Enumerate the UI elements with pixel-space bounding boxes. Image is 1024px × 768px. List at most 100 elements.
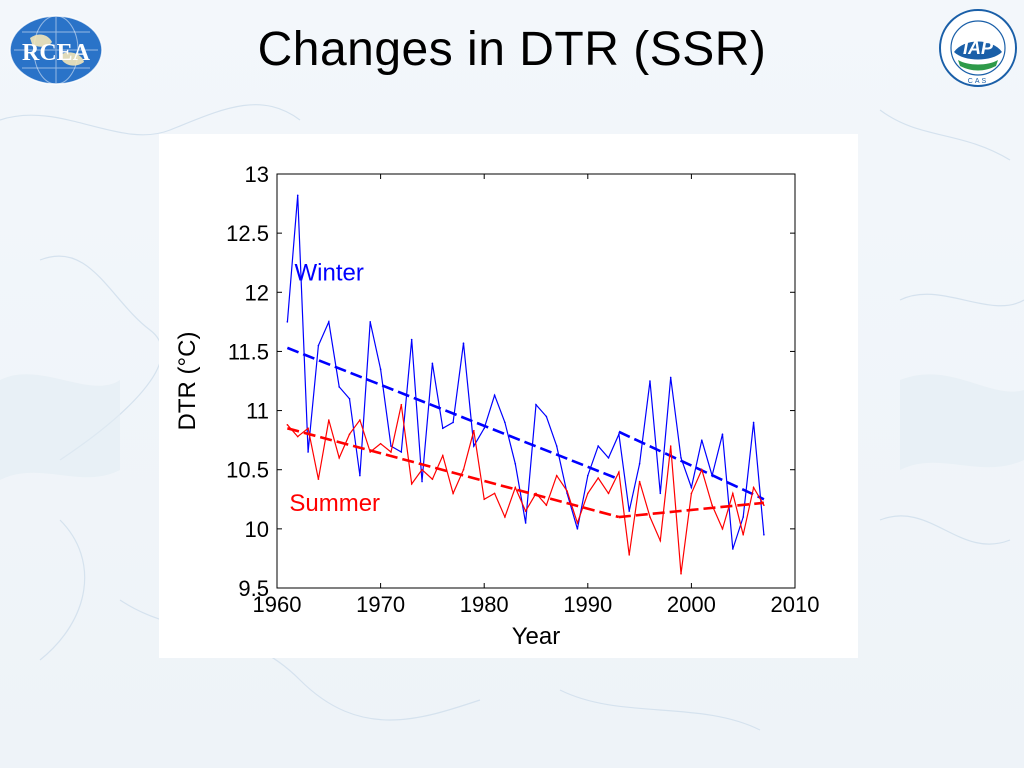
winter-data-point [296, 194, 299, 197]
iap-cas-logo-icon: IAP CAS [939, 9, 1017, 87]
x-tick-label: 2000 [667, 592, 716, 617]
winter-annotation: Winter [295, 259, 364, 286]
x-tick-label: 1970 [356, 592, 405, 617]
summer-data-point [462, 468, 465, 471]
winter-data-point [638, 463, 641, 465]
winter-data-point [473, 445, 475, 447]
summer-data-point [483, 498, 486, 501]
winter-data-point [431, 362, 434, 365]
summer-data-point [649, 516, 651, 518]
winter-data-point [400, 451, 403, 453]
dtr-chart: 1960 1970 1980 1990 2000 2010 9.5 10 10.5 11 11.5 1… [174, 162, 820, 650]
winter-data-point [328, 321, 330, 323]
summer-data-point [441, 454, 444, 457]
winter-data-point [338, 386, 340, 388]
winter-data-point [659, 492, 662, 495]
y-tick-label: 11.5 [228, 339, 269, 364]
winter-data-point [514, 463, 517, 465]
winter-data-point [483, 427, 486, 430]
winter-data-point [379, 368, 382, 370]
winter-data-point [307, 451, 309, 453]
summer-data-point [317, 478, 320, 480]
summer-data-point [638, 480, 641, 483]
x-tick-label: 1990 [563, 592, 612, 617]
summer-data-point [763, 504, 765, 507]
chart-panel: 1960 1970 1980 1990 2000 2010 9.5 10 10.5 11 11.5 1… [159, 134, 858, 658]
winter-data-point [421, 480, 423, 483]
summer-data-point [607, 492, 610, 495]
winter-trend-line [618, 430, 765, 501]
winter-data-point [669, 376, 672, 379]
winter-data-point [628, 510, 631, 512]
winter-data-point [524, 522, 527, 524]
winter-data-point [452, 421, 454, 424]
summer-data-point [348, 433, 351, 436]
summer-data-point [524, 510, 527, 512]
slide-title: Changes in DTR (SSR) [257, 23, 767, 76]
winter-data-point [555, 445, 558, 447]
summer-data-point [473, 429, 475, 432]
summer-data-point [359, 419, 361, 421]
summer-data-point [493, 492, 496, 495]
x-tick-label: 1980 [460, 592, 509, 617]
summer-data-point [690, 492, 693, 495]
y-tick-label: 13 [245, 162, 269, 187]
summer-data-point [421, 468, 423, 471]
winter-data-point [690, 486, 693, 489]
summer-data-point [680, 573, 682, 575]
winter-trend-line [286, 346, 620, 481]
summer-data-point [700, 468, 703, 471]
summer-data-point [732, 492, 734, 495]
winter-data-point [732, 548, 734, 550]
summer-data-point [555, 474, 558, 477]
winter-data-point [721, 433, 724, 436]
summer-data-point [514, 486, 517, 489]
cas-logo-text: CAS [968, 78, 988, 85]
summer-data-point [286, 423, 289, 426]
summer-data-point [338, 457, 340, 459]
winter-data-point [763, 533, 765, 536]
winter-data-point [742, 516, 744, 518]
winter-data-point [618, 433, 620, 436]
summer-data-point [452, 492, 454, 495]
summer-data-point [628, 554, 631, 556]
winter-data-point [410, 338, 413, 341]
summer-data-point [307, 427, 309, 430]
winter-data-point [348, 397, 351, 400]
summer-data-point [587, 492, 589, 495]
winter-data-point [649, 380, 651, 382]
winter-data-point [493, 394, 496, 396]
winter-data-point [359, 474, 361, 477]
winter-data-point [752, 421, 755, 424]
summer-data-point [390, 451, 392, 453]
summer-data-point [545, 504, 548, 507]
iap-logo-text: IAP [963, 38, 994, 58]
y-tick-label: 12 [245, 280, 269, 305]
y-tick-label: 12.5 [226, 221, 269, 246]
winter-data-point [597, 445, 599, 447]
summer-data-point [328, 419, 330, 421]
summer-data-point [752, 486, 755, 489]
summer-data-point [711, 504, 713, 507]
winter-data-point [441, 427, 444, 430]
summer-data-point [296, 435, 299, 438]
winter-data-point [545, 415, 548, 418]
winter-data-point [587, 474, 589, 477]
summer-data-point [410, 483, 413, 485]
winter-data-point [390, 445, 392, 447]
summer-data-point [576, 522, 579, 524]
winter-data-point [680, 457, 682, 459]
winter-data-point [700, 439, 703, 441]
rcea-logo-text: RCEA [22, 40, 91, 66]
winter-data-point [286, 321, 289, 323]
x-tick-label: 2010 [771, 592, 820, 617]
rcea-logo-icon: RCEA [9, 15, 103, 85]
x-tick-label: 1960 [253, 592, 302, 617]
winter-data-point [535, 403, 537, 406]
winter-data-point [369, 321, 372, 323]
winter-data-point [576, 528, 579, 530]
summer-data-point [742, 533, 744, 536]
summer-data-point [721, 528, 724, 530]
summer-data-point [504, 516, 506, 518]
summer-data-point [566, 490, 568, 492]
